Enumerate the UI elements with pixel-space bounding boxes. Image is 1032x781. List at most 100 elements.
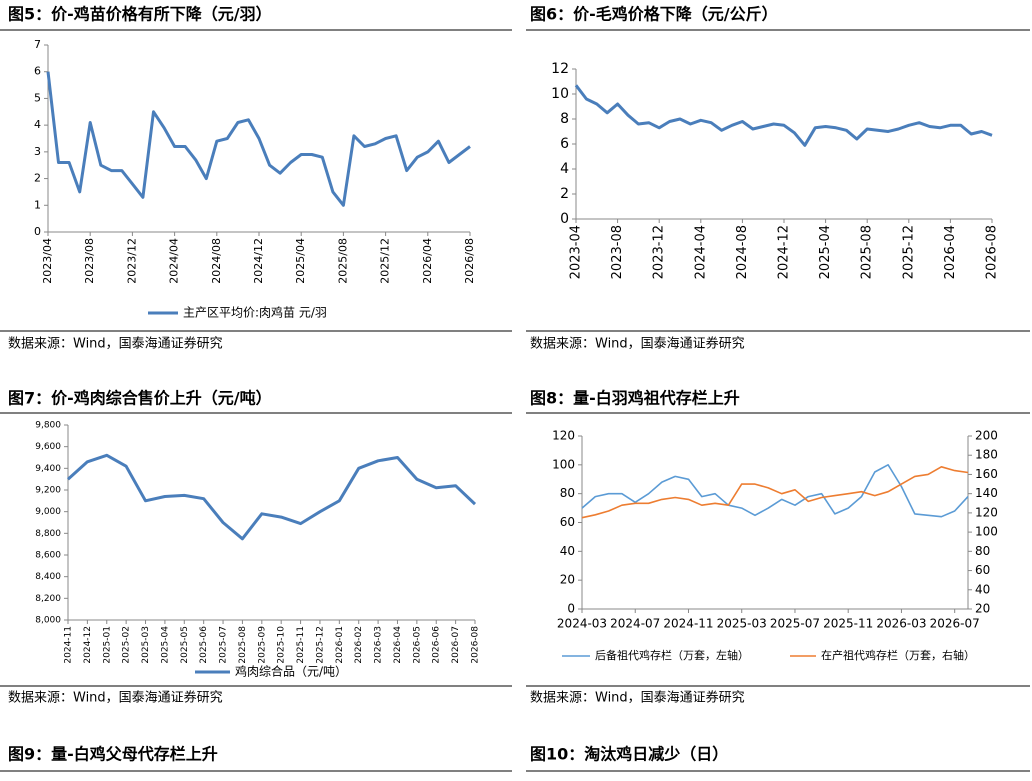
y-tick-label: 8,000	[35, 616, 61, 626]
y-tick-label: 140	[975, 486, 998, 500]
x-tick-label: 2025-04	[160, 626, 170, 664]
x-tick-label: 2023-04	[569, 225, 584, 279]
x-tick-label: 2026-04	[943, 225, 958, 279]
x-tick-label: 2025/12	[379, 238, 392, 284]
x-tick-label: 2024-03	[557, 617, 607, 631]
y-tick-label: 180	[975, 448, 998, 462]
x-tick-label: 2025-06	[199, 626, 209, 664]
y-tick-label: 9,600	[35, 442, 61, 452]
y-tick-label: 200	[975, 429, 998, 443]
y-tick-label: 8,400	[35, 572, 61, 582]
x-tick-label: 2024/08	[210, 238, 223, 284]
y-tick-label: 12	[551, 61, 569, 77]
y-tick-label: 120	[552, 429, 575, 443]
data-line	[574, 84, 993, 147]
y-tick-label: 8,800	[35, 529, 61, 539]
source-note: 数据来源：Wind，国泰海通证券研究	[8, 690, 223, 706]
x-tick-label: 2024/12	[252, 238, 265, 284]
data-line	[66, 453, 477, 541]
x-tick-label: 2025-03	[141, 626, 151, 664]
x-tick-label: 2026-04	[393, 626, 403, 664]
y-tick-label: 80	[975, 544, 990, 558]
x-tick-label: 2026-03	[374, 626, 384, 664]
y-tick-label: 4	[34, 118, 41, 131]
y-tick-label: 6	[34, 65, 41, 78]
x-tick-label: 2023/12	[125, 238, 138, 284]
y-tick-label: 6	[560, 136, 569, 152]
y-tick-label: 0	[560, 211, 569, 227]
x-tick-label: 2023-12	[652, 225, 667, 279]
x-tick-label: 2026-06	[432, 626, 442, 664]
x-tick-label: 2024/04	[168, 238, 181, 284]
x-tick-label: 2024-11	[64, 626, 74, 664]
y-tick-label: 120	[975, 505, 998, 519]
x-tick-label: 2024-12	[83, 626, 93, 664]
y-tick-label: 0	[567, 602, 575, 616]
source-note: 数据来源：Wind，国泰海通证券研究	[530, 336, 745, 352]
x-tick-label: 2024-07	[610, 617, 660, 631]
data-line	[581, 464, 969, 518]
y-tick-label: 5	[34, 91, 41, 104]
x-tick-label: 2026-07	[451, 626, 461, 664]
y-tick-label: 100	[975, 525, 998, 539]
x-tick-label: 2025-07	[219, 626, 229, 664]
y-tick-label: 60	[975, 563, 990, 577]
y-tick-label: 8,600	[35, 551, 61, 561]
y-tick-label: 4	[560, 161, 569, 177]
x-tick-label: 2026-05	[412, 626, 422, 664]
x-tick-label: 2023/08	[83, 238, 96, 284]
y-tick-label: 2	[34, 172, 41, 185]
y-tick-label: 80	[560, 486, 575, 500]
x-tick-label: 2025-08	[238, 626, 248, 664]
x-tick-label: 2025-02	[122, 626, 132, 664]
x-tick-label: 2025-11	[296, 626, 306, 664]
x-tick-label: 2023/04	[41, 238, 54, 284]
x-tick-label: 2026/04	[421, 238, 434, 284]
source-note: 数据来源：Wind，国泰海通证券研究	[8, 336, 223, 352]
figure-title: 图5：价-鸡苗价格有所下降（元/羽）	[8, 5, 272, 24]
y-tick-label: 20	[560, 573, 575, 587]
x-tick-label: 2025-08	[860, 225, 875, 279]
figure-title: 图10：淘汰鸡日减少（日）	[530, 745, 728, 764]
figure-title: 图6：价-毛鸡价格下降（元/公斤）	[530, 5, 778, 24]
y-tick-label: 40	[560, 544, 575, 558]
figure-title: 图7：价-鸡肉综合售价上升（元/吨）	[8, 389, 272, 408]
x-tick-label: 2025-01	[102, 626, 112, 664]
x-tick-label: 2024-04	[693, 225, 708, 279]
y-tick-label: 3	[34, 145, 41, 158]
x-tick-label: 2024-12	[777, 225, 792, 279]
y-tick-label: 40	[975, 582, 990, 596]
x-tick-label: 2025-10	[277, 626, 287, 664]
x-tick-label: 2025-09	[257, 626, 267, 664]
legend-label: 主产区平均价:肉鸡苗 元/羽	[183, 305, 327, 320]
x-tick-label: 2025-04	[818, 225, 833, 279]
y-tick-label: 9,200	[35, 486, 61, 496]
y-tick-label: 9,000	[35, 507, 61, 517]
x-tick-label: 2026-02	[354, 626, 364, 664]
x-tick-label: 2025/08	[336, 238, 349, 284]
x-tick-label: 2025/04	[294, 238, 307, 284]
y-tick-label: 2	[560, 186, 569, 202]
y-tick-label: 10	[551, 86, 569, 102]
legend-label: 后备祖代鸡存栏（万套，左轴）	[595, 648, 749, 662]
y-tick-label: 8	[560, 111, 569, 127]
y-tick-label: 9,800	[35, 421, 61, 431]
x-tick-label: 2024-11	[663, 617, 713, 631]
y-tick-label: 1	[34, 198, 41, 211]
y-tick-label: 8,200	[35, 594, 61, 604]
y-tick-label: 0	[34, 225, 41, 238]
legend-label: 在产祖代鸡存栏（万套，右轴）	[821, 648, 975, 662]
y-tick-label: 100	[552, 457, 575, 471]
y-tick-label: 20	[975, 602, 990, 616]
x-tick-label: 2025-12	[901, 225, 916, 279]
x-tick-label: 2026-01	[335, 626, 345, 664]
source-note: 数据来源：Wind，国泰海通证券研究	[530, 690, 745, 706]
x-tick-label: 2023-08	[610, 225, 625, 279]
x-tick-label: 2025-05	[180, 626, 190, 664]
y-tick-label: 7	[34, 38, 41, 51]
x-tick-label: 2025-11	[823, 617, 873, 631]
y-tick-label: 9,400	[35, 464, 61, 474]
data-line	[581, 466, 969, 519]
figure-title: 图8：量-白羽鸡祖代存栏上升	[530, 389, 740, 408]
